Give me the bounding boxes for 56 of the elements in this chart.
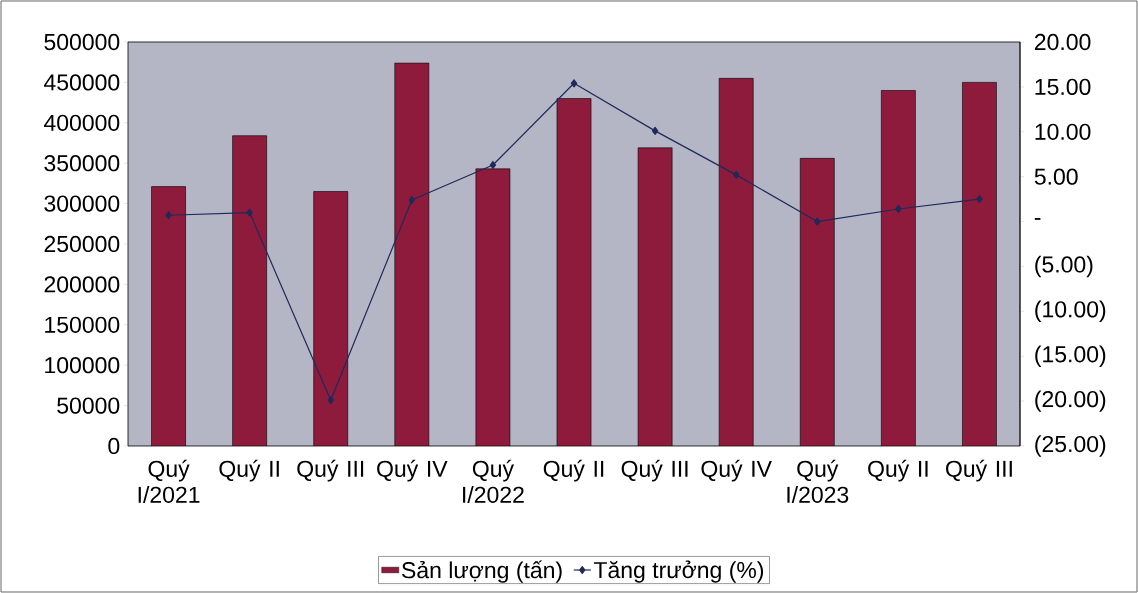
point (895, 204, 902, 214)
bar (313, 191, 349, 446)
x-tick-label: Quý IV (377, 459, 448, 482)
y-tick-label: 0 (108, 437, 120, 455)
bar (637, 147, 673, 446)
y-tick-label: 400000 (43, 114, 120, 131)
y-tick-label: 200000 (44, 276, 120, 293)
bar (556, 98, 592, 446)
point (570, 79, 578, 88)
point (814, 217, 821, 226)
bar (232, 135, 267, 446)
x-tick-label: Quý II (543, 459, 604, 482)
y2-tick-label: 15.00 (1035, 78, 1091, 96)
x-tick-label: Quý IV (701, 459, 772, 482)
point (489, 160, 497, 170)
point (408, 195, 416, 205)
point (165, 211, 172, 220)
y2-tick-label: 20.00 (1034, 33, 1091, 51)
x-tick-label: Quý I/2021 (138, 459, 200, 503)
bar (151, 186, 186, 446)
x-tick-label: Quý I/2023 (787, 459, 849, 503)
y-tick-label: 150000 (45, 316, 120, 333)
y-tick-label: 350000 (44, 155, 120, 172)
bar (962, 82, 997, 446)
y-tick-label: 100000 (45, 357, 120, 374)
y2-tick-label: (25.00) (1035, 435, 1106, 457)
y2-tick-label: (20.00) (1035, 390, 1106, 412)
bar (394, 62, 430, 446)
x-tick-label: Quý III (946, 459, 1012, 482)
y-tick-label: 300000 (44, 195, 120, 212)
x-tick-label: Quý II (868, 459, 928, 482)
y2-tick-label: (5.00) (1035, 255, 1093, 278)
y2-tick-label: 10.00 (1035, 123, 1091, 140)
y-tick-label: 500000 (44, 33, 120, 51)
x-tick-label: Quý I/2022 (463, 459, 524, 503)
point (732, 170, 740, 179)
x-tick-label: Quý III (621, 459, 688, 482)
bar (881, 90, 916, 446)
x-tick-label: Quý III (297, 459, 364, 482)
y2-tick-label: 5.00 (1034, 168, 1078, 185)
y-tick-label: 250000 (44, 235, 120, 253)
y2-tick-label: - (1034, 218, 1041, 220)
y2-tick-label: (10.00) (1035, 300, 1106, 323)
legend-label: Tăng trưởng (%) (593, 560, 764, 583)
bar (475, 168, 511, 446)
legend-label: Sản lượng (tấn) (402, 560, 562, 583)
bar (799, 158, 835, 446)
point (651, 126, 659, 135)
y-tick-label: 450000 (43, 74, 120, 91)
x-tick-label: Quý II (219, 459, 279, 482)
y2-tick-label: (15.00) (1035, 345, 1106, 367)
point (246, 208, 253, 217)
bar (718, 78, 754, 446)
y-tick-label: 50000 (57, 397, 120, 414)
point (976, 195, 983, 204)
point (327, 396, 334, 405)
